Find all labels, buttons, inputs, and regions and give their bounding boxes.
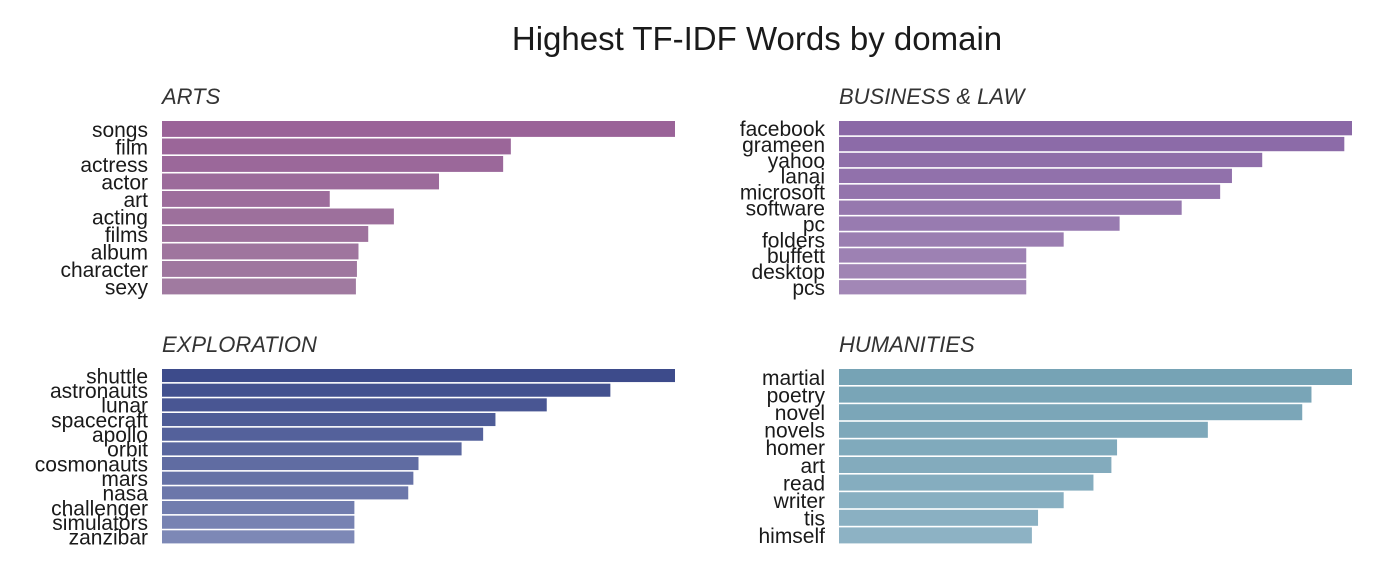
tick-label-humanities-art: art [800, 455, 825, 478]
tick-label-business-law-facebook: facebook [740, 118, 826, 141]
bar-business-law-software [839, 200, 1182, 215]
facet-business-law: BUSINESS & LAW facebookgrameenyahoolanaim… [740, 84, 1352, 300]
tick-label-humanities-homer: homer [765, 437, 825, 460]
tick-label-exploration-shuttle: shuttle [86, 365, 148, 388]
tick-label-arts-actress: actress [80, 154, 148, 177]
tick-label-business-law-pcs: pcs [792, 277, 825, 300]
tick-label-humanities-poetry: poetry [767, 384, 826, 407]
bar-exploration-simulators [162, 515, 355, 529]
bar-arts-sexy [162, 278, 356, 295]
tick-label-arts-film: film [115, 136, 148, 159]
tick-label-humanities-himself: himself [758, 525, 825, 548]
bar-arts-character [162, 261, 357, 277]
bar-business-law-grameen [839, 136, 1345, 152]
bar-arts-acting [162, 208, 394, 225]
facet-title-arts: ARTS [160, 84, 221, 109]
bar-exploration-shuttle [162, 369, 675, 383]
tick-label-business-law-lanai: lanai [781, 166, 825, 189]
facet-humanities: HUMANITIES martialpoetrynovelnovelshomera… [758, 332, 1352, 548]
bar-exploration-spacecraft [162, 413, 496, 427]
bar-exploration-lunar [162, 398, 547, 412]
tick-label-arts-album: album [91, 241, 148, 264]
tick-label-business-law-folders: folders [762, 229, 825, 252]
tick-label-arts-films: films [105, 224, 148, 247]
bar-business-law-pc [839, 216, 1120, 231]
tick-label-arts-character: character [60, 259, 148, 282]
tick-label-exploration-nasa: nasa [102, 483, 148, 506]
bar-arts-album [162, 243, 359, 260]
tick-label-arts-actor: actor [101, 171, 148, 194]
bar-business-law-microsoft [839, 184, 1221, 199]
bar-arts-film [162, 138, 511, 155]
facet-title-humanities: HUMANITIES [839, 332, 975, 357]
tick-label-humanities-writer: writer [773, 490, 825, 513]
bar-exploration-mars [162, 471, 414, 485]
bar-exploration-apollo [162, 427, 484, 441]
tick-label-arts-art: art [123, 189, 148, 212]
bar-exploration-challenger [162, 501, 355, 515]
tick-label-exploration-spacecraft: spacecraft [51, 409, 148, 432]
bar-business-law-yahoo [839, 152, 1263, 168]
bar-arts-actress [162, 156, 504, 172]
tick-label-exploration-zanzibar: zanzibar [69, 527, 148, 550]
tick-label-business-law-microsoft: microsoft [740, 182, 825, 205]
bar-arts-films [162, 226, 369, 242]
bar-business-law-buffett [839, 248, 1027, 263]
tick-label-arts-sexy: sexy [105, 276, 149, 299]
bar-exploration-cosmonauts [162, 457, 419, 471]
bar-arts-songs [162, 121, 675, 137]
bar-business-law-facebook [839, 121, 1352, 136]
tick-label-business-law-grameen: grameen [742, 134, 825, 157]
bar-arts-art [162, 191, 330, 207]
tick-label-exploration-challenger: challenger [51, 497, 148, 520]
tick-label-arts-acting: acting [92, 206, 148, 229]
tick-label-business-law-yahoo: yahoo [768, 150, 825, 173]
bar-humanities-read [839, 474, 1094, 491]
chart-title: Highest TF-IDF Words by domain [511, 20, 1003, 57]
bar-humanities-art [839, 457, 1112, 473]
tick-label-humanities-novels: novels [764, 420, 825, 443]
tick-label-exploration-orbit: orbit [107, 439, 148, 462]
bar-exploration-nasa [162, 486, 409, 500]
tick-label-humanities-novel: novel [775, 402, 825, 425]
bar-business-law-folders [839, 232, 1064, 247]
tick-label-exploration-simulators: simulators [52, 512, 148, 535]
facet-title-exploration: EXPLORATION [162, 332, 317, 357]
facet-arts: ARTS songsfilmactressactorartactingfilmsa… [60, 84, 675, 299]
facet-title-business-law: BUSINESS & LAW [839, 84, 1027, 109]
bar-business-law-pcs [839, 280, 1027, 295]
tick-label-arts-songs: songs [92, 119, 148, 142]
bar-arts-actor [162, 173, 440, 190]
tick-label-business-law-buffett: buffett [767, 245, 825, 268]
bar-exploration-orbit [162, 442, 462, 456]
bar-humanities-novels [839, 421, 1208, 438]
bar-humanities-poetry [839, 386, 1312, 403]
tick-label-humanities-tis: tis [804, 508, 825, 531]
facet-exploration: EXPLORATION shuttleastronautslunarspacecr… [35, 332, 675, 550]
bar-humanities-himself [839, 527, 1032, 544]
tick-label-exploration-apollo: apollo [92, 424, 148, 447]
tick-label-exploration-cosmonauts: cosmonauts [35, 453, 148, 476]
tick-label-humanities-read: read [783, 472, 825, 495]
bar-exploration-astronauts [162, 383, 611, 397]
bar-humanities-tis [839, 509, 1039, 526]
bar-humanities-novel [839, 404, 1303, 421]
tick-label-business-law-pc: pc [803, 213, 825, 236]
bar-humanities-writer [839, 492, 1064, 509]
bar-business-law-desktop [839, 264, 1027, 279]
tick-label-exploration-lunar: lunar [101, 395, 148, 418]
tick-label-exploration-astronauts: astronauts [50, 380, 148, 403]
tick-label-business-law-software: software [746, 198, 825, 221]
tick-label-humanities-martial: martial [762, 367, 825, 390]
bar-humanities-homer [839, 439, 1118, 456]
bar-exploration-zanzibar [162, 530, 355, 544]
bar-humanities-martial [839, 369, 1352, 385]
bar-business-law-lanai [839, 168, 1232, 184]
tick-label-exploration-mars: mars [101, 468, 148, 491]
tick-label-business-law-desktop: desktop [751, 261, 825, 284]
